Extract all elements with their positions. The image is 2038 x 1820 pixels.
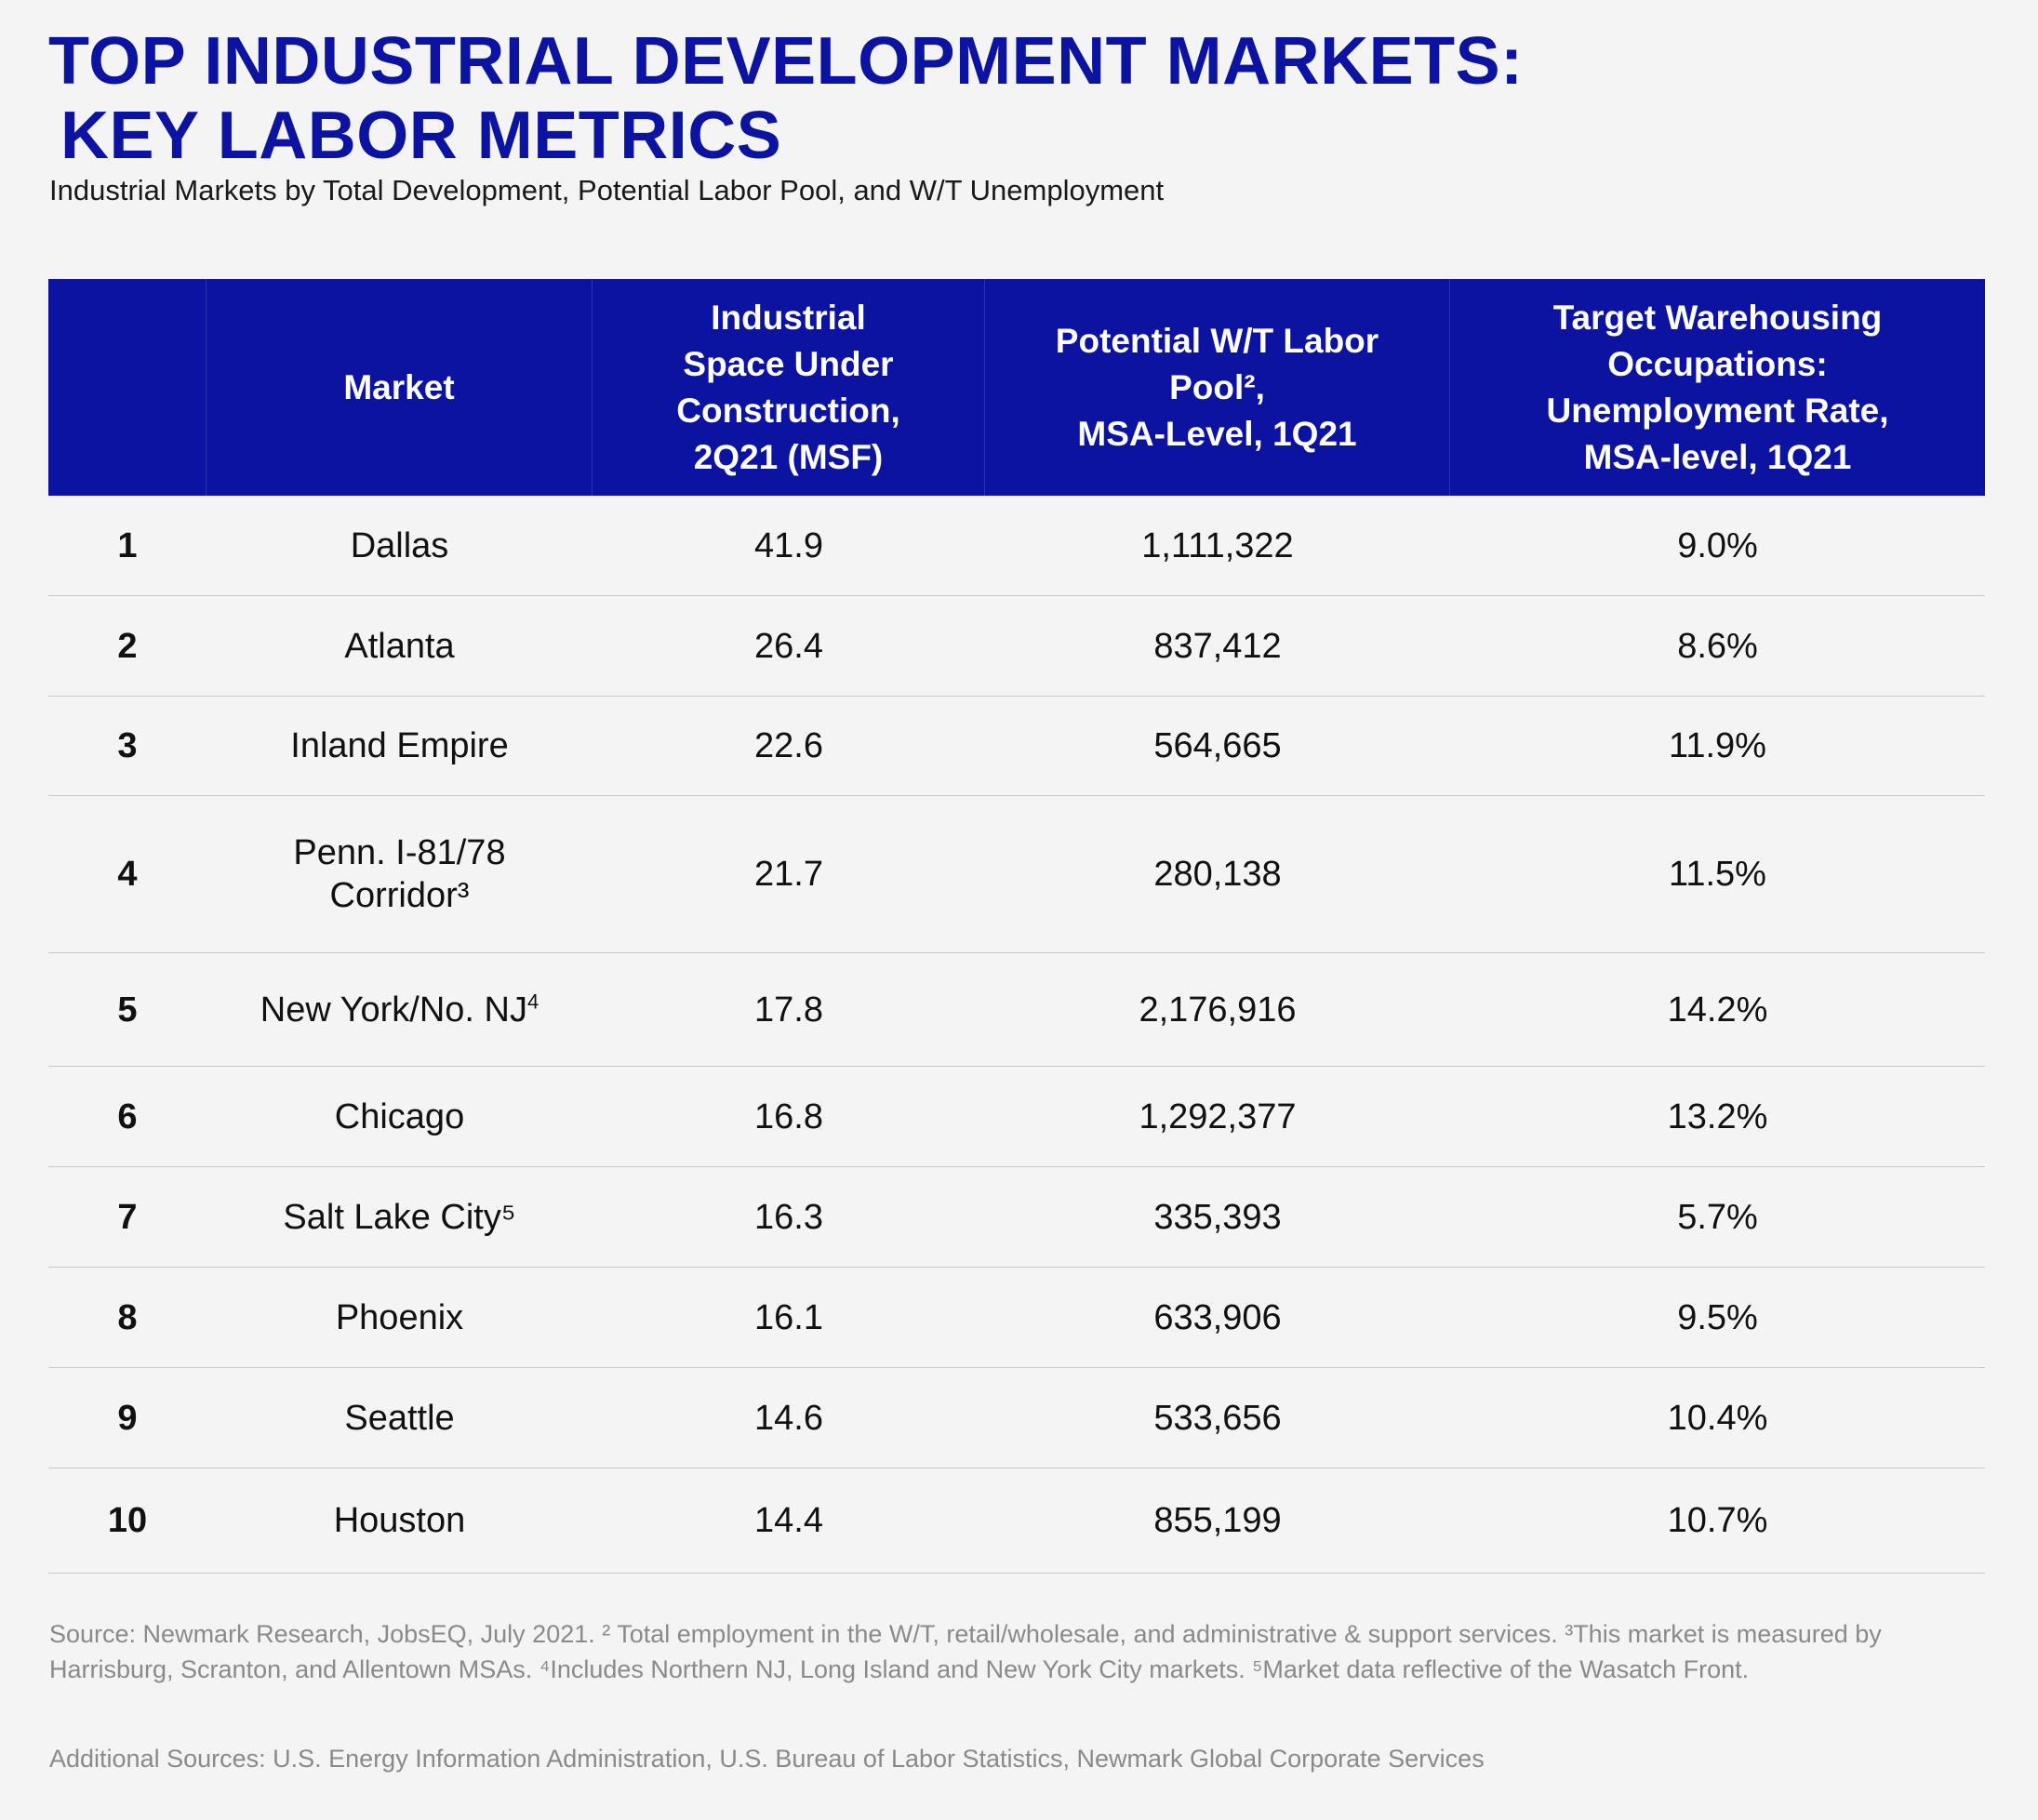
labor-pool-cell: 1,292,377 bbox=[1139, 1096, 1297, 1136]
space-cell: 17.8 bbox=[754, 990, 823, 1030]
unemployment-cell: 14.2% bbox=[1667, 990, 1768, 1030]
page-subtitle: Industrial Markets by Total Development,… bbox=[49, 174, 1165, 206]
table-row: 10 Houston 14.4 855,199 10.7% bbox=[48, 1468, 1985, 1574]
space-cell: 16.1 bbox=[754, 1297, 823, 1337]
labor-pool-cell: 564,665 bbox=[1153, 726, 1282, 765]
table-row: 6 Chicago 16.8 1,292,377 13.2% bbox=[48, 1067, 1985, 1167]
market-cell: Salt Lake City⁵ bbox=[283, 1197, 516, 1237]
unemployment-cell: 8.6% bbox=[1677, 626, 1758, 666]
table-row: 5 New York/No. NJ4 17.8 2,176,916 14.2% bbox=[48, 953, 1985, 1067]
space-cell: 26.4 bbox=[754, 626, 823, 666]
rank-cell: 4 bbox=[117, 855, 138, 894]
page-title-line-2: KEY LABOR METRICS bbox=[60, 99, 782, 173]
space-cell: 16.3 bbox=[754, 1197, 823, 1237]
rank-cell: 10 bbox=[107, 1501, 148, 1540]
market-cell: Atlanta bbox=[344, 626, 455, 666]
labor-pool-cell: 280,138 bbox=[1153, 855, 1282, 894]
space-cell: 14.6 bbox=[754, 1398, 823, 1438]
table-body: 1 Dallas 41.9 1,111,322 9.0% 2 Atlanta 26.4 837,… bbox=[48, 496, 1985, 1574]
market-cell: Phoenix bbox=[335, 1297, 464, 1337]
table-row: 7 Salt Lake City⁵ 16.3 335,393 5.7% bbox=[48, 1167, 1985, 1268]
rank-cell: 5 bbox=[117, 990, 138, 1030]
table-row: 9 Seattle 14.6 533,656 10.4% bbox=[48, 1368, 1985, 1468]
space-cell: 21.7 bbox=[754, 855, 823, 894]
table-row: 3 Inland Empire 22.6 564,665 11.9% bbox=[48, 697, 1985, 796]
unemployment-cell: 10.7% bbox=[1667, 1501, 1768, 1540]
header-unemployment-rate: Target Warehousing Occupations: Unemploy… bbox=[1546, 298, 1889, 476]
labor-pool-cell: 633,906 bbox=[1153, 1297, 1282, 1337]
table-row: 4 Penn. I-81/78 Corridor³ 21.7 280,138 11.5% bbox=[48, 796, 1985, 953]
table-row: 8 Phoenix 16.1 633,906 9.5% bbox=[48, 1268, 1985, 1368]
market-cell: Inland Empire bbox=[290, 726, 509, 765]
labor-pool-cell: 2,176,916 bbox=[1139, 990, 1297, 1030]
unemployment-cell: 11.9% bbox=[1669, 726, 1766, 765]
header-labor-pool: Potential W/T Labor Pool², MSA-Level, 1Q… bbox=[985, 279, 1450, 496]
market-cell: New York/No. NJ4 bbox=[260, 989, 539, 1030]
table-row: 1 Dallas 41.9 1,111,322 9.0% bbox=[48, 496, 1985, 596]
rank-cell: 1 bbox=[117, 525, 138, 565]
unemployment-cell: 11.5% bbox=[1669, 855, 1766, 894]
labor-pool-cell: 855,199 bbox=[1153, 1501, 1282, 1540]
labor-pool-cell: 533,656 bbox=[1153, 1398, 1282, 1438]
labor-metrics-table: Market Industrial Space Under Constructi… bbox=[48, 279, 1985, 1574]
rank-cell: 9 bbox=[117, 1398, 138, 1438]
header-rank bbox=[48, 279, 206, 496]
space-cell: 22.6 bbox=[754, 726, 823, 765]
unemployment-cell: 13.2% bbox=[1667, 1096, 1768, 1136]
unemployment-cell: 5.7% bbox=[1677, 1197, 1758, 1237]
table-header: Market Industrial Space Under Constructi… bbox=[48, 279, 1985, 496]
rank-cell: 7 bbox=[117, 1197, 138, 1237]
market-cell: Chicago bbox=[334, 1096, 465, 1136]
unemployment-cell: 9.0% bbox=[1677, 525, 1758, 565]
table-row: 2 Atlanta 26.4 837,412 8.6% bbox=[48, 596, 1985, 697]
market-cell: Dallas bbox=[350, 525, 449, 565]
market-cell: Houston bbox=[333, 1501, 466, 1540]
space-cell: 41.9 bbox=[754, 525, 823, 565]
unemployment-cell: 10.4% bbox=[1667, 1398, 1768, 1438]
rank-cell: 6 bbox=[117, 1096, 138, 1136]
rank-cell: 3 bbox=[117, 726, 138, 765]
labor-pool-cell: 1,111,322 bbox=[1141, 525, 1294, 565]
market-cell: Penn. I-81/78 Corridor³ bbox=[293, 833, 506, 915]
labor-pool-cell: 335,393 bbox=[1153, 1197, 1282, 1237]
unemployment-cell: 9.5% bbox=[1677, 1297, 1758, 1337]
market-cell: Seattle bbox=[344, 1398, 455, 1438]
source-footnote: Source: Newmark Research, JobsEQ, July 2… bbox=[49, 1620, 1882, 1683]
header-space-under-construction: Industrial Space Under Construction, 2Q2… bbox=[593, 279, 985, 496]
page-title-line-1: TOP INDUSTRIAL DEVELOPMENT MARKETS: bbox=[48, 24, 1524, 99]
labor-pool-cell: 837,412 bbox=[1153, 626, 1282, 666]
rank-cell: 8 bbox=[117, 1297, 138, 1337]
space-cell: 14.4 bbox=[754, 1501, 823, 1540]
rank-cell: 2 bbox=[117, 626, 138, 666]
space-cell: 16.8 bbox=[754, 1096, 823, 1136]
footnote-marker: 4 bbox=[526, 989, 539, 1013]
header-market: Market bbox=[206, 279, 593, 496]
additional-sources: Additional Sources: U.S. Energy Informat… bbox=[49, 1745, 1485, 1773]
